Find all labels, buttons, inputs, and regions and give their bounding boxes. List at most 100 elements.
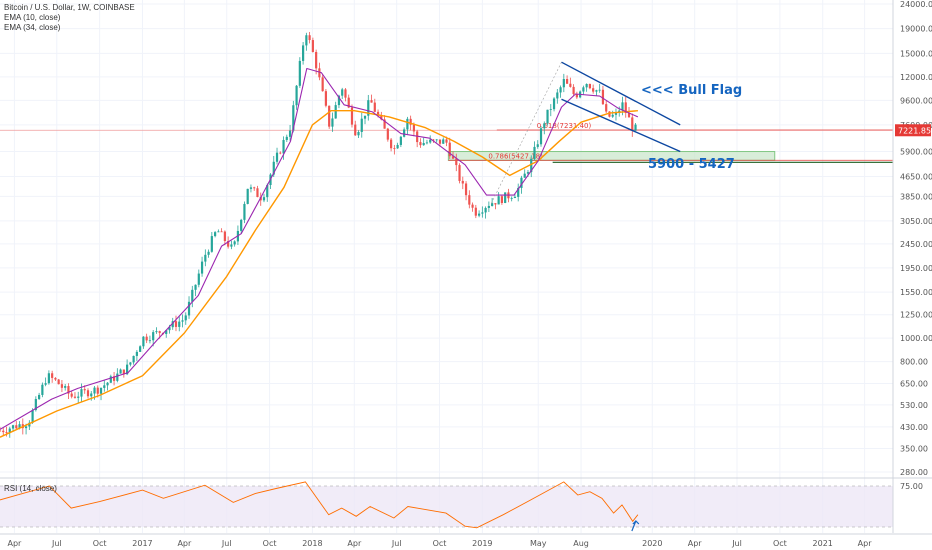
candle-body <box>24 426 28 429</box>
candle-body <box>471 204 474 208</box>
candle-body <box>41 384 44 395</box>
price-tick-label: 19000.00 <box>900 25 932 34</box>
candle-body <box>341 89 344 96</box>
fib-label: 0.786(5427.18) <box>488 152 543 160</box>
candle-body <box>240 219 243 231</box>
candle-body <box>249 187 253 189</box>
candle-body <box>432 139 435 141</box>
candle-body <box>445 139 448 143</box>
time-tick-label: Oct <box>433 539 447 548</box>
price-tick-label: 280.00 <box>900 468 928 477</box>
candle-body <box>363 115 367 119</box>
candle-body <box>282 139 285 154</box>
candle-body <box>207 251 210 255</box>
candle-body <box>246 188 249 204</box>
candle-body <box>262 197 266 201</box>
candle-body <box>357 131 360 136</box>
candle-body <box>220 231 223 233</box>
candle-body <box>8 428 11 433</box>
candle-body <box>0 430 2 432</box>
candle-body <box>601 89 605 105</box>
candle-body <box>122 369 125 375</box>
time-tick-label: Apr <box>347 539 362 548</box>
time-tick-label: 2021 <box>813 539 833 548</box>
price-tick-label: 9600.00 <box>900 96 932 105</box>
candle-body <box>474 207 477 216</box>
price-tag-label: 7221.85 <box>898 126 931 135</box>
candle-body <box>129 362 132 365</box>
candle-body <box>425 142 429 144</box>
price-tick-label: 4650.00 <box>900 173 932 182</box>
candle-body <box>468 195 471 205</box>
price-tick-label: 2450.00 <box>900 240 932 249</box>
candle-body <box>598 89 601 91</box>
candle-body <box>562 79 565 88</box>
candle-body <box>116 373 119 381</box>
candle-body <box>484 207 487 213</box>
time-tick-label: Jul <box>221 539 232 548</box>
candle-body <box>67 386 70 394</box>
candle-body <box>513 196 517 198</box>
candle-body <box>200 261 204 274</box>
candle-body <box>285 136 288 140</box>
rsi-tick-label: 75.00 <box>900 482 923 491</box>
candle-body <box>165 330 168 334</box>
candle-body <box>520 177 523 188</box>
ema-lines <box>0 67 639 438</box>
price-tick-label: 3850.00 <box>900 192 932 201</box>
candle-body <box>174 321 178 327</box>
candle-body <box>455 158 458 166</box>
candle-body <box>631 117 634 131</box>
candle-body <box>419 142 422 146</box>
candle-body <box>96 387 99 394</box>
candle-body <box>376 111 380 116</box>
time-tick-label: Oct <box>263 539 277 548</box>
time-tick-label: 2020 <box>642 539 662 548</box>
candle-body <box>38 394 41 400</box>
candle-body <box>500 196 504 203</box>
zone-label: 5900 - 5427 <box>648 157 735 172</box>
candle-body <box>461 180 464 184</box>
candle-body <box>126 364 129 375</box>
candle-body <box>497 196 500 205</box>
time-tick-label: Apr <box>688 539 703 548</box>
candle-body <box>533 146 536 159</box>
candle-body <box>435 139 438 141</box>
candle-body <box>331 118 334 127</box>
candle-body <box>608 111 611 117</box>
candle-body <box>223 231 226 241</box>
candle-body <box>582 87 585 92</box>
price-tick-label: 24000.00 <box>900 0 932 9</box>
candle-body <box>321 77 324 92</box>
candle-body <box>158 331 161 333</box>
candle-body <box>477 213 481 216</box>
candle-body <box>90 393 93 397</box>
price-tick-label: 1000.00 <box>900 334 932 343</box>
candle-body <box>253 187 256 189</box>
candle-body <box>51 373 54 378</box>
candle-body <box>315 51 318 69</box>
candle-body <box>152 332 155 341</box>
candle-body <box>627 113 631 118</box>
candle-body <box>491 203 494 206</box>
candle-body <box>308 35 311 41</box>
candle-body <box>344 89 347 98</box>
time-tick-label: 2019 <box>472 539 492 548</box>
candle-body <box>266 185 269 198</box>
candle-body <box>292 105 295 131</box>
bull-flag-label: <<< Bull Flag <box>641 83 742 98</box>
candle-body <box>510 197 513 199</box>
candle-body <box>194 284 197 290</box>
candle-body <box>389 139 393 149</box>
candle-body <box>565 79 569 84</box>
candle-body <box>337 95 341 106</box>
price-tick-label: 1550.00 <box>900 288 932 297</box>
candle-body <box>354 124 357 136</box>
legend-ema-fast: EMA (10, close) <box>4 13 61 22</box>
candle-body <box>83 389 86 391</box>
candle-body <box>103 385 106 388</box>
candle-body <box>272 161 275 175</box>
candle-body <box>217 231 220 233</box>
